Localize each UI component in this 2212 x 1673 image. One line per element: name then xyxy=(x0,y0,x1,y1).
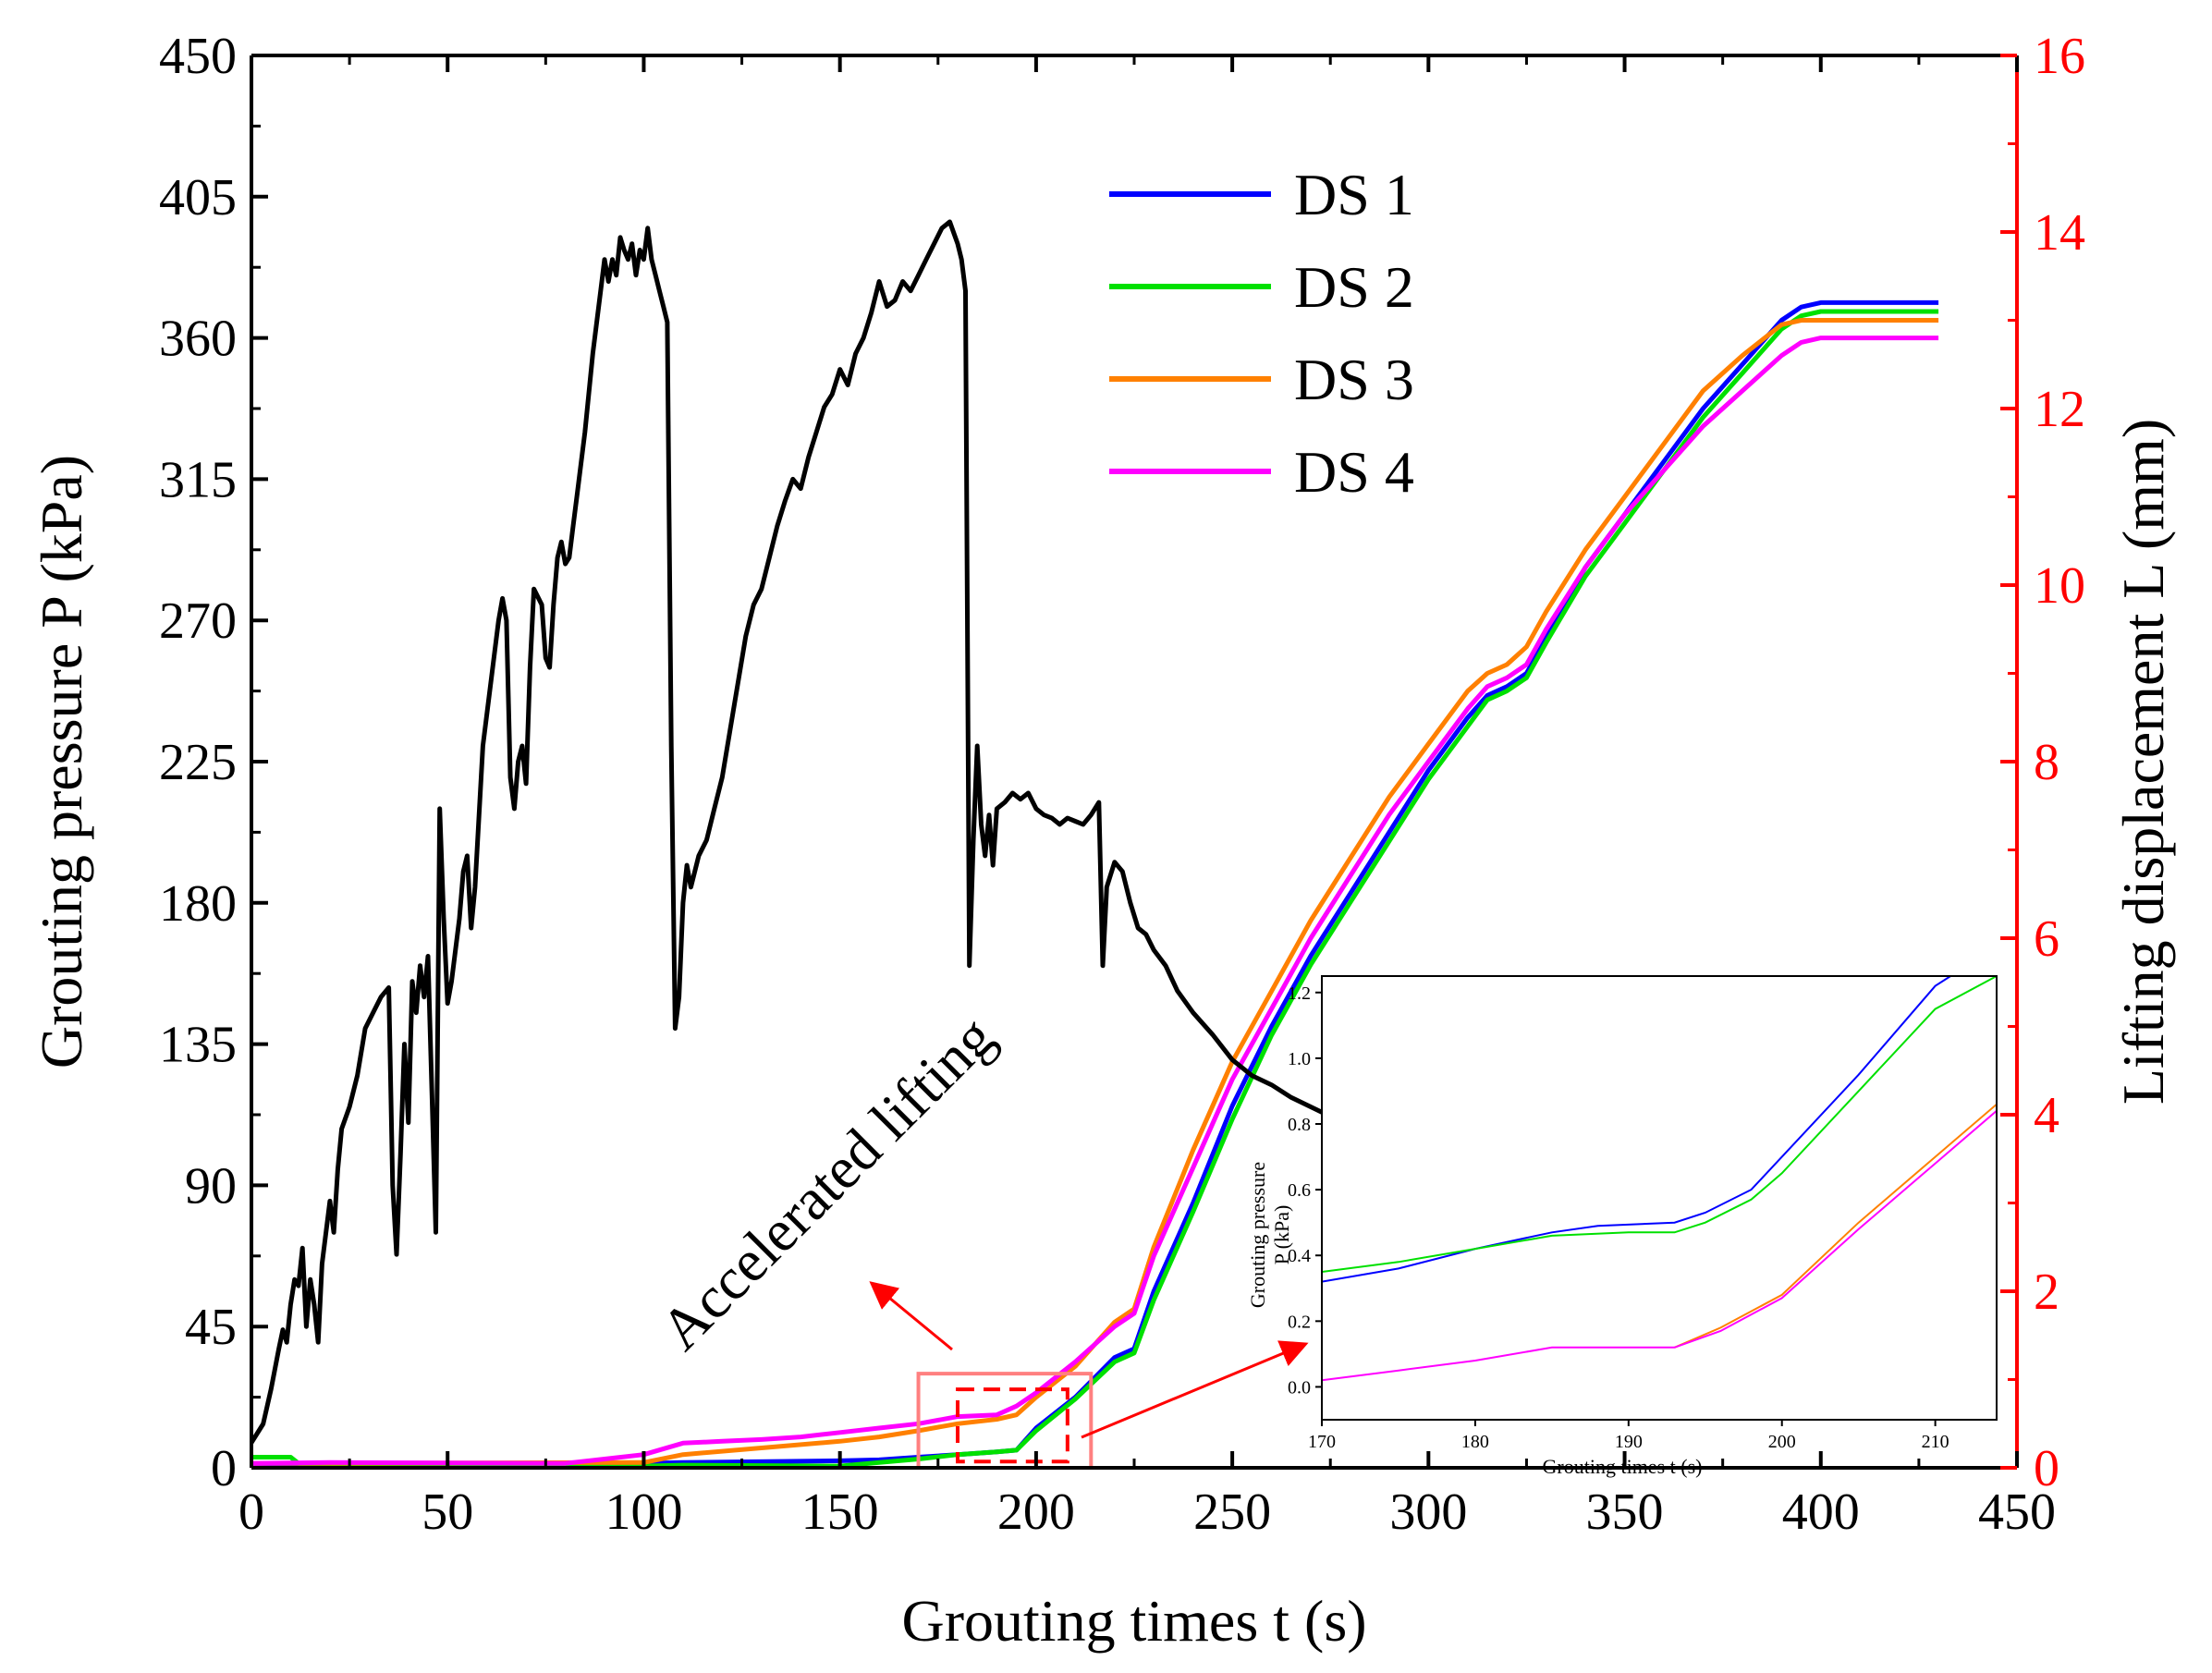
zoom-region-dashed-box xyxy=(956,1387,1069,1464)
x-tick-label: 450 xyxy=(1978,1484,2056,1541)
inset-y-tick-label: 0.8 xyxy=(1288,1115,1311,1135)
inset-x-tick-label: 180 xyxy=(1461,1432,1489,1452)
y-axis-right-title: Lifting displacement L (mm) xyxy=(2110,419,2176,1105)
inset-series-line-ds1 xyxy=(1322,976,1951,1283)
inset-y-tick-label: 0.0 xyxy=(1288,1377,1311,1398)
x-tick-label: 100 xyxy=(605,1484,682,1541)
x-tick-label: 400 xyxy=(1782,1484,1860,1541)
inset-x-axis-title: Grouting times t (s) xyxy=(1543,1455,1703,1478)
y-left-tick-label: 225 xyxy=(159,734,237,791)
annotation-accelerated-lifting: Accelerated lifting xyxy=(648,1004,1007,1362)
inset-link-arrow xyxy=(1081,1340,1309,1439)
y-right-tick-label: 16 xyxy=(2034,28,2085,85)
inset-y-axis-title-line2: P (kPa) xyxy=(1270,1205,1293,1265)
y-right-tick-label: 0 xyxy=(2034,1440,2059,1497)
y-left-tick-label: 135 xyxy=(159,1017,237,1074)
inset-plot: 170 180 190 200 210 0.0 0.2 0.4 0.6 0.8 1.0 1.2 xyxy=(1288,975,1998,1452)
inset-x-tick-label: 170 xyxy=(1308,1432,1336,1452)
y-right-tick-label: 10 xyxy=(2034,557,2085,615)
y-right-tick-label: 12 xyxy=(2034,381,2085,438)
x-tick-label: 50 xyxy=(422,1484,473,1541)
inset-x-tick-label: 190 xyxy=(1615,1432,1643,1452)
y-left-tick-label: 270 xyxy=(159,592,237,650)
inset-y-tick-label: 0.6 xyxy=(1288,1180,1311,1201)
x-tick-label: 350 xyxy=(1586,1484,1664,1541)
x-tick-label: 300 xyxy=(1389,1484,1467,1541)
inset-series-line-ds4 xyxy=(1322,1110,1997,1382)
x-tick-label: 200 xyxy=(997,1484,1075,1541)
annotation-arrow xyxy=(869,1281,953,1351)
inset-series-line-ds2 xyxy=(1322,976,1997,1273)
tick-labels: 0 50 100 150 200 250 300 350 400 4500459013518022… xyxy=(159,28,2085,1541)
inset-background xyxy=(1322,976,1997,1420)
main-axes xyxy=(250,54,2019,1470)
x-axis-title: Grouting times t (s) xyxy=(901,1588,1366,1654)
y-right-tick-label: 2 xyxy=(2034,1264,2059,1321)
inset-y-tick-label: 1.2 xyxy=(1288,983,1311,1004)
y-left-tick-label: 450 xyxy=(159,28,237,85)
y-right-tick-label: 14 xyxy=(2034,204,2085,262)
y-right-tick-label: 4 xyxy=(2034,1087,2059,1144)
y-left-tick-label: 90 xyxy=(185,1157,237,1215)
x-tick-label: 150 xyxy=(801,1484,879,1541)
y-left-tick-label: 315 xyxy=(159,451,237,508)
inset-y-tick-label: 1.0 xyxy=(1288,1049,1311,1069)
inset-frame xyxy=(1321,975,1998,1421)
legend-label-ds2: DS 2 xyxy=(1294,254,1414,320)
legend-label-ds4: DS 4 xyxy=(1294,439,1414,505)
inset-x-tick-label: 200 xyxy=(1768,1432,1796,1452)
y-left-tick-label: 0 xyxy=(211,1440,237,1497)
legend-label-ds3: DS 3 xyxy=(1294,347,1414,412)
x-tick-label: 0 xyxy=(238,1484,264,1541)
y-axis-left-title: Grouting pressure P (kPa) xyxy=(29,455,94,1069)
annotation-group xyxy=(869,1281,1309,1470)
y-right-tick-label: 6 xyxy=(2034,910,2059,968)
inset-series-line-ds3 xyxy=(1674,1103,1997,1349)
inset-lines xyxy=(1322,976,1997,1382)
legend: DS 1 DS 2 DS 3 DS 4 xyxy=(1109,162,1414,505)
y-left-tick-label: 405 xyxy=(159,169,237,226)
inset-y-axis-title-line1: Grouting pressure xyxy=(1246,1162,1269,1308)
y-left-tick-label: 45 xyxy=(185,1299,237,1356)
y-left-tick-label: 360 xyxy=(159,311,237,368)
inset-y-tick-label: 0.2 xyxy=(1288,1312,1311,1332)
y-left-tick-label: 180 xyxy=(159,875,237,933)
series-line-ds4 xyxy=(251,336,1939,1466)
series-line-ds3 xyxy=(251,318,1939,1466)
inset-x-tick-label: 210 xyxy=(1922,1432,1949,1452)
y-right-tick-label: 8 xyxy=(2034,734,2059,791)
main-plot-lines xyxy=(249,219,1939,1469)
x-tick-label: 250 xyxy=(1193,1484,1271,1541)
inset-y-tick-label: 0.4 xyxy=(1288,1246,1311,1266)
legend-label-ds1: DS 1 xyxy=(1294,162,1414,227)
